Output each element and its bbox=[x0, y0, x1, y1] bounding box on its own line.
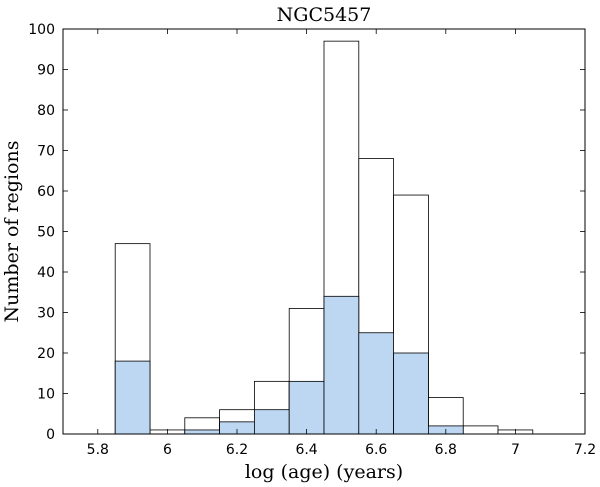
bar-subset-2 bbox=[184, 429, 221, 435]
bar-subset-6 bbox=[323, 295, 360, 435]
x-axis-label: log (age) (years) bbox=[245, 461, 403, 483]
y-axis-ticks: 0 10 20 30 40 50 60 70 80 90 100 bbox=[28, 22, 585, 443]
y-tick-label: 70 bbox=[37, 144, 55, 160]
bar-subset-4 bbox=[253, 409, 290, 435]
bar-subset-5 bbox=[288, 380, 325, 435]
x-tick-label: 6.6 bbox=[365, 442, 387, 458]
x-tick-label: 6 bbox=[163, 442, 172, 458]
y-tick-label: 50 bbox=[37, 225, 55, 241]
chart-title: NGC5457 bbox=[277, 4, 372, 26]
x-tick-label: 6.2 bbox=[226, 442, 248, 458]
x-tick-label: 7 bbox=[511, 442, 520, 458]
bars-subset-regions bbox=[114, 295, 464, 435]
x-tick-label: 6.8 bbox=[435, 442, 457, 458]
y-tick-label: 10 bbox=[37, 387, 55, 403]
y-tick-label: 60 bbox=[37, 184, 55, 200]
y-tick-label: 100 bbox=[28, 22, 55, 38]
x-axis-ticks: 5.8 6 6.2 6.4 6.6 6.8 7 7.2 bbox=[87, 29, 596, 458]
y-tick-label: 0 bbox=[46, 427, 55, 443]
y-tick-label: 90 bbox=[37, 63, 55, 79]
y-tick-label: 20 bbox=[37, 346, 55, 362]
y-tick-label: 30 bbox=[37, 306, 55, 322]
x-tick-label: 5.8 bbox=[87, 442, 109, 458]
bar-subset-0 bbox=[114, 360, 151, 435]
y-tick-label: 40 bbox=[37, 265, 55, 281]
y-tick-label: 80 bbox=[37, 103, 55, 119]
bar-subset-8 bbox=[393, 352, 429, 435]
bar-subset-7 bbox=[358, 332, 394, 435]
bar-all-10 bbox=[462, 425, 499, 435]
y-axis-label: Number of regions bbox=[1, 141, 23, 323]
x-tick-label: 7.2 bbox=[574, 442, 596, 458]
x-tick-label: 6.4 bbox=[295, 442, 317, 458]
